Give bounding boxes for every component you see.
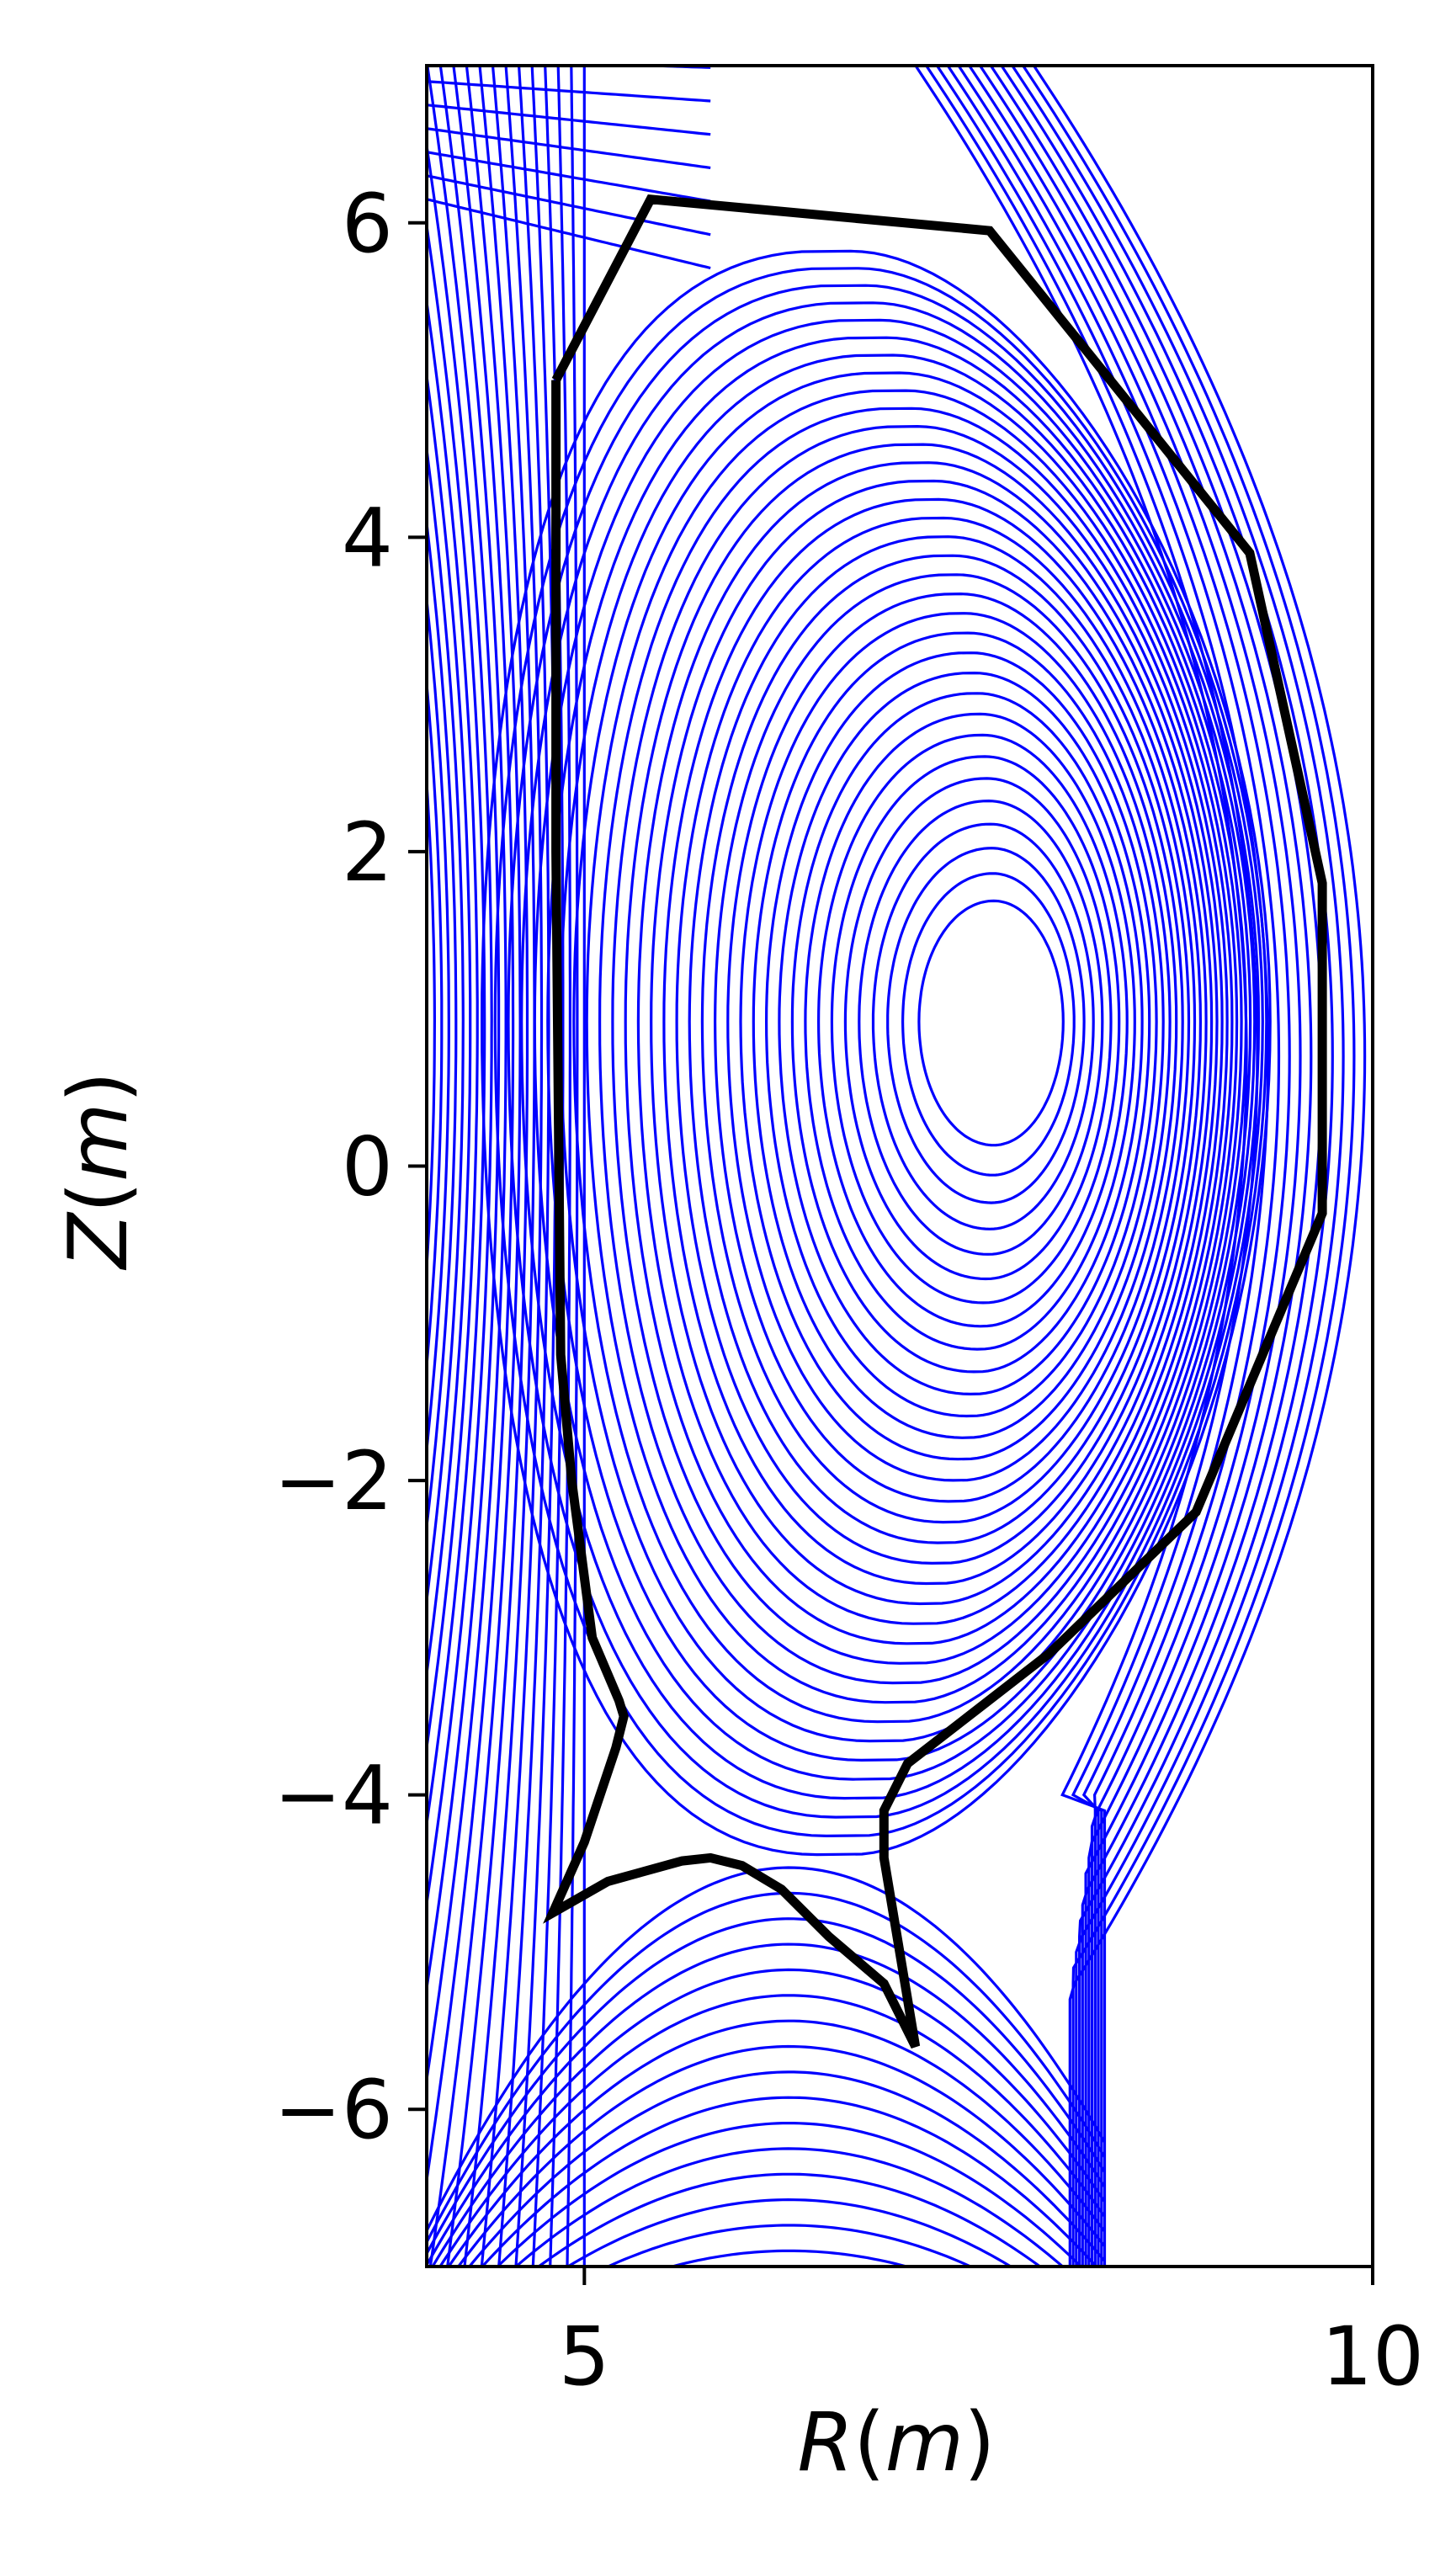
open-field-line bbox=[427, 174, 711, 236]
flux-surface bbox=[790, 692, 1144, 1374]
flux-contours bbox=[427, 66, 1367, 2267]
open-field-line bbox=[427, 668, 444, 1380]
flux-surface bbox=[778, 671, 1151, 1396]
flux-surface bbox=[886, 847, 1086, 1204]
flux-surface bbox=[662, 497, 1208, 1586]
flux-surface bbox=[901, 872, 1076, 1177]
open-field-line bbox=[427, 80, 711, 103]
open-field-line bbox=[936, 66, 1270, 2267]
open-field-line bbox=[427, 66, 507, 2089]
open-field-line bbox=[427, 512, 458, 1538]
open-field-line bbox=[427, 66, 515, 2189]
open-field-line bbox=[667, 2249, 912, 2267]
open-field-line bbox=[431, 1968, 1106, 2267]
open-field-line bbox=[968, 66, 1302, 2267]
y-axis: −6 −4 −2 0 2 4 6 bbox=[274, 177, 427, 2157]
open-field-line bbox=[427, 763, 437, 1286]
wall-outline bbox=[543, 194, 1327, 2049]
open-field-line bbox=[480, 2096, 1098, 2267]
open-field-line bbox=[427, 292, 479, 1757]
open-field-line bbox=[427, 1866, 1106, 2232]
flux-surface bbox=[585, 389, 1239, 1704]
y-tick-label: 0 bbox=[342, 1120, 393, 1214]
open-field-line bbox=[427, 587, 450, 1463]
flux-surface bbox=[726, 592, 1178, 1482]
y-tick-label: −2 bbox=[274, 1434, 393, 1528]
open-field-line bbox=[1033, 66, 1367, 2267]
y-tick-label: 6 bbox=[342, 177, 393, 271]
open-field-line bbox=[427, 1942, 1106, 2266]
flux-surface bbox=[871, 822, 1095, 1230]
x-tick-label: 10 bbox=[1321, 2309, 1424, 2404]
flux-surface bbox=[572, 371, 1243, 1724]
open-field-line bbox=[463, 66, 536, 2267]
open-field-line bbox=[427, 104, 711, 136]
flux-surface bbox=[507, 284, 1264, 1819]
open-field-line bbox=[456, 2044, 1106, 2267]
open-field-line bbox=[427, 1917, 1106, 2255]
flux-surface bbox=[636, 461, 1219, 1625]
flux-surface bbox=[917, 899, 1065, 1147]
flux-surface bbox=[764, 651, 1158, 1418]
open-field-line bbox=[496, 2122, 1083, 2267]
flux-surface bbox=[675, 516, 1203, 1565]
flux-surface bbox=[804, 712, 1136, 1351]
flux-surface bbox=[598, 407, 1234, 1685]
open-field-line bbox=[565, 2198, 1014, 2267]
flux-surface bbox=[688, 535, 1197, 1544]
open-field-line bbox=[447, 2019, 1106, 2267]
y-tick-label: −6 bbox=[274, 2063, 393, 2157]
open-field-line bbox=[427, 198, 711, 270]
open-field-line bbox=[513, 2147, 1065, 2267]
flux-surface bbox=[843, 777, 1113, 1281]
open-field-line bbox=[427, 438, 465, 1611]
flux-surface bbox=[700, 554, 1191, 1524]
open-field-line bbox=[428, 66, 522, 2267]
x-axis-label: R(m) bbox=[797, 2395, 995, 2490]
open-field-line bbox=[427, 127, 711, 169]
flux-surface bbox=[650, 479, 1214, 1606]
y-tick-label: 4 bbox=[342, 491, 393, 585]
flux-surface bbox=[816, 733, 1129, 1328]
open-field-line bbox=[1022, 66, 1356, 2267]
flux-surface bbox=[830, 755, 1121, 1305]
flux-surface bbox=[752, 631, 1165, 1439]
open-field-line bbox=[1000, 66, 1334, 2267]
flux-surface bbox=[493, 267, 1268, 1838]
flux-surface bbox=[611, 424, 1229, 1665]
open-field-line bbox=[497, 66, 550, 2267]
x-tick-label: 5 bbox=[559, 2309, 610, 2404]
open-field-line bbox=[438, 1994, 1106, 2267]
y-tick-label: 2 bbox=[342, 805, 393, 900]
y-tick-label: −4 bbox=[274, 1749, 393, 1843]
flux-surface bbox=[739, 612, 1172, 1461]
flux-surface bbox=[713, 573, 1184, 1503]
open-field-line bbox=[604, 2224, 975, 2267]
open-field-line bbox=[446, 66, 529, 2267]
flux-surface bbox=[858, 799, 1104, 1256]
flux-surface bbox=[480, 249, 1272, 1857]
open-field-line bbox=[979, 66, 1313, 2267]
open-field-line bbox=[427, 151, 711, 203]
open-field-line bbox=[427, 216, 486, 1833]
open-field-line bbox=[925, 66, 1259, 2267]
open-field-line bbox=[427, 66, 501, 1997]
open-field-line bbox=[427, 1891, 1106, 2243]
y-axis-label: Z(m) bbox=[51, 1071, 146, 1271]
flux-surface bbox=[520, 301, 1261, 1800]
flux-surface bbox=[624, 443, 1224, 1645]
open-field-line bbox=[427, 365, 472, 1684]
open-field-line bbox=[1011, 66, 1345, 2267]
x-axis: 5 10 bbox=[559, 2267, 1424, 2404]
open-field-line bbox=[467, 2070, 1106, 2267]
open-field-line bbox=[480, 66, 544, 2267]
